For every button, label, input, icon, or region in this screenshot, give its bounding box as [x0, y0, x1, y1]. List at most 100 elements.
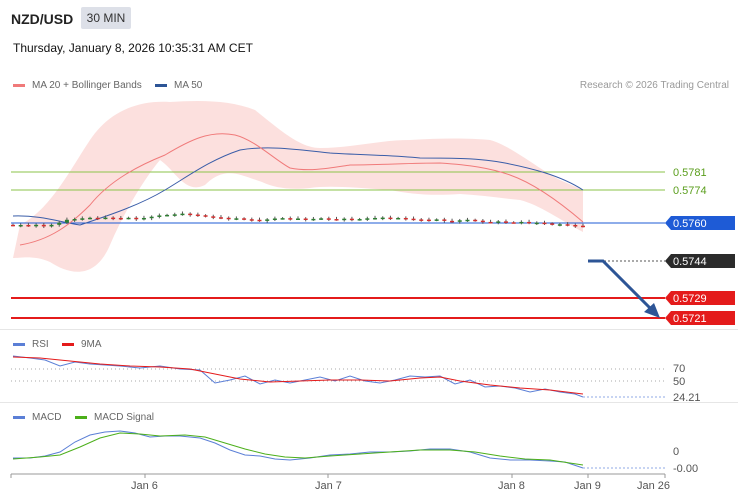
- candle-body: [296, 218, 300, 220]
- candle-body: [511, 222, 516, 224]
- candle-body: [172, 214, 177, 216]
- candle-body: [26, 224, 31, 227]
- ma20-swatch: [13, 83, 25, 87]
- rsi-50-label: 50: [673, 376, 685, 388]
- candle-body: [111, 217, 116, 220]
- ma20-line: [19, 133, 584, 246]
- forecast-arrow: [588, 259, 657, 315]
- candle-body: [41, 224, 46, 227]
- candle-body: [34, 224, 39, 227]
- candle-body: [388, 217, 393, 220]
- candle-body: [165, 214, 170, 217]
- legend-rsi: RSI: [13, 339, 49, 350]
- candle-body: [11, 224, 15, 227]
- price-candles: [11, 211, 585, 229]
- candle-body: [126, 217, 131, 220]
- macd-line: [13, 430, 584, 469]
- candle-body: [118, 217, 123, 220]
- candle-body: [349, 218, 354, 221]
- candle-body: [450, 220, 455, 223]
- candle-body: [496, 221, 501, 223]
- x-label-jan26: Jan 26: [637, 480, 670, 492]
- legend-rsi-label: RSI: [32, 339, 49, 350]
- macd-zero-label: 0: [673, 446, 679, 458]
- candle-body: [319, 218, 324, 220]
- candle-body: [426, 219, 431, 222]
- candle-body: [195, 214, 200, 217]
- candle-body: [550, 223, 555, 225]
- rsi-70-label: 70: [673, 363, 685, 375]
- candle-body: [403, 217, 408, 220]
- candle-body: [157, 215, 162, 217]
- candle-body: [380, 217, 385, 220]
- candle-body: [134, 217, 139, 220]
- rsi-swatch: [13, 342, 25, 346]
- s2-price-tag: 0.5721: [665, 311, 735, 325]
- candle-body: [180, 213, 185, 216]
- candle-body: [419, 219, 424, 221]
- candle-body: [288, 218, 293, 220]
- candle-body: [557, 224, 562, 226]
- current-price-tag: 0.5744: [665, 254, 735, 268]
- legend-rsi-ma-label: 9MA: [81, 339, 102, 350]
- legend-ma20-label: MA 20 + Bollinger Bands: [32, 80, 142, 91]
- candle-body: [373, 217, 378, 220]
- copyright: Research © 2026 Trading Central: [579, 80, 729, 91]
- legend-macd-label: MACD: [32, 412, 62, 423]
- candle-body: [457, 220, 462, 222]
- candle-body: [342, 218, 347, 221]
- candle-body: [465, 219, 470, 222]
- legend-ma20: MA 20 + Bollinger Bands: [13, 80, 142, 91]
- rsi-line: [12, 355, 584, 398]
- x-label-jan6: Jan 6: [131, 480, 158, 492]
- current-label: 0.5744: [673, 256, 707, 268]
- rsi-ma-swatch: [62, 342, 74, 346]
- candle-body: [80, 218, 85, 220]
- candle-body: [434, 219, 439, 221]
- rsi-value-label: 24.21: [673, 392, 701, 404]
- candle-body: [334, 219, 339, 221]
- candle-body: [49, 224, 54, 227]
- candle-body: [103, 217, 108, 220]
- legend-macd-signal: MACD Signal: [75, 412, 154, 423]
- candle-body: [234, 218, 239, 220]
- legend-ma50-label: MA 50: [174, 80, 203, 91]
- s1-price-tag: 0.5729: [665, 291, 735, 305]
- candle-body: [72, 219, 77, 221]
- candle-body: [534, 222, 539, 225]
- candle-body: [396, 217, 401, 220]
- s2-label: 0.5721: [673, 313, 707, 325]
- candle-body: [442, 219, 447, 221]
- candle-body: [411, 218, 416, 221]
- candle-body: [88, 217, 93, 220]
- x-label-jan8: Jan 8: [498, 480, 525, 492]
- candle-body: [218, 217, 223, 219]
- candle-body: [64, 219, 69, 223]
- x-label-jan7: Jan 7: [315, 480, 342, 492]
- legend-macd-signal-label: MACD Signal: [94, 412, 155, 423]
- rsi-ma-line: [12, 356, 584, 395]
- timestamp: Thursday, January 8, 2026 10:35:31 AM CE…: [13, 41, 253, 55]
- candle-body: [95, 217, 100, 220]
- legend-rsi-ma: 9MA: [62, 339, 102, 350]
- symbol-title: NZD/USD: [11, 11, 74, 27]
- candle-body: [311, 218, 316, 221]
- candle-body: [203, 215, 208, 217]
- timeframe-button[interactable]: 30 MIN: [81, 7, 131, 29]
- pivot-label: 0.5760: [673, 218, 707, 230]
- candle-body: [488, 221, 493, 224]
- candle-body: [326, 218, 331, 220]
- candle-body: [265, 219, 270, 221]
- candle-body: [303, 218, 308, 220]
- r1-label: 0.5774: [673, 185, 707, 197]
- candle-body: [280, 218, 285, 220]
- ma50-line: [12, 147, 584, 226]
- candle-body: [149, 216, 154, 219]
- x-label-jan9: Jan 9: [574, 480, 601, 492]
- forecast-arrowhead: [644, 303, 660, 318]
- candle-body: [188, 213, 193, 216]
- panel-divider-rsi: [0, 402, 738, 403]
- candle-body: [527, 221, 532, 224]
- panel-divider-price: [0, 329, 738, 330]
